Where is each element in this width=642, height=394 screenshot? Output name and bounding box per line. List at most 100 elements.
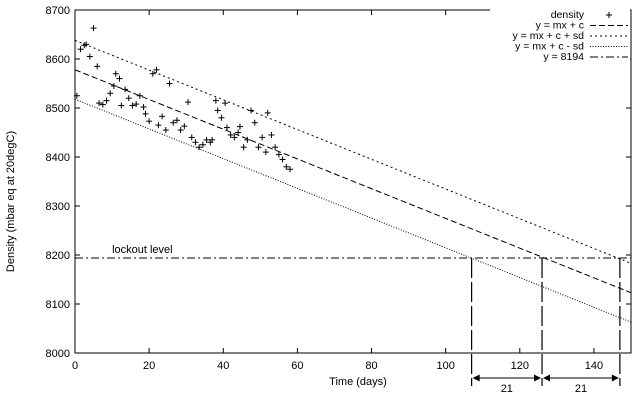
x-tick-label: 140 [585,360,603,372]
interval-arrow: 21 [543,374,619,394]
arrowhead [543,374,551,382]
data-point [146,118,153,125]
data-point [279,156,286,163]
plot-frame [74,9,632,354]
data-point [162,127,169,134]
legend-label: y = 8194 [543,51,584,63]
data-point [77,46,84,53]
data-point [107,90,114,97]
y-tick-label: 8100 [46,299,70,311]
series-layer [73,25,631,323]
data-point [196,144,203,151]
data-point [177,127,184,134]
data-point [159,113,166,120]
data-point [212,97,219,104]
y-tick-label: 8000 [46,348,70,360]
data-point [149,70,156,77]
data-point [264,109,271,116]
data-point [122,86,129,93]
x-tick-label: 60 [291,360,303,372]
arrowhead [472,374,480,382]
data-point [153,66,160,73]
x-tick-label: 120 [511,360,529,372]
data-point [223,124,230,131]
data-point [86,53,93,60]
x-tick-label: 80 [365,360,377,372]
data-point [209,136,216,143]
legend-label: density [551,9,585,21]
series-line-1 [75,69,631,294]
data-point [142,110,149,117]
data-point [136,92,143,99]
x-tick-label: 40 [217,360,229,372]
data-point [236,123,243,130]
data-point [227,131,234,138]
data-point [272,144,279,151]
y-axis-label: Density (mbar eq at 20degC) [5,131,17,272]
data-point [90,25,97,32]
data-point [199,141,206,148]
data-point [116,75,123,82]
data-point [155,122,162,129]
legend-label: y = mx + c + sd [513,30,585,42]
x-tick-label: 100 [436,360,454,372]
y-tick-label: 8400 [46,152,70,164]
data-point [203,136,210,143]
data-point [110,82,117,89]
data-point [259,134,266,141]
data-point [235,129,242,136]
data-point [133,101,140,108]
y-tick-label: 8200 [46,250,70,262]
data-point [99,101,106,108]
data-point [248,107,255,114]
data-point [103,97,110,104]
arrowhead [611,374,619,382]
data-point [268,131,275,138]
y-tick-label: 8600 [46,54,70,66]
interval-label: 21 [501,383,513,394]
legend-label: y = mx + c - sd [515,41,584,53]
y-ticks: 8000 8100 8200 8300 8400 8500 8600 8700 [46,5,631,360]
series-line-3 [75,98,631,323]
data-point [96,100,103,107]
lockout-level-label: lockout level [112,244,173,256]
data-point [192,139,199,146]
annotation-layer: lockout level 21 21 [112,244,621,394]
data-point [214,107,221,114]
data-point [125,95,132,102]
x-ticks: 0 20 40 60 80 100 120 140 [72,10,603,372]
data-point [218,114,225,121]
data-point [94,63,101,70]
data-point [188,134,195,141]
data-point [181,123,188,130]
axes-layer: 0 20 40 60 80 100 120 140 800081008200830084008… [5,5,632,388]
data-point [286,166,293,173]
interval-label: 21 [575,383,587,394]
y-tick-label: 8700 [46,5,70,17]
data-point [283,163,290,170]
data-point [166,80,173,87]
y-tick-label: 8500 [46,103,70,115]
data-point [255,144,262,151]
data-point [262,149,269,156]
data-point [244,136,251,143]
data-point [170,119,177,126]
data-point [118,102,125,109]
arrowhead [534,374,542,382]
data-point [112,70,119,77]
data-point [251,119,258,126]
data-point [240,144,247,151]
data-point [173,117,180,124]
x-tick-label: 20 [143,360,155,372]
x-tick-label: 0 [72,360,78,372]
series-line-2 [75,39,631,264]
legend-label: y = mx + c [536,20,584,32]
interval-arrow: 21 [472,374,542,394]
data-point [129,102,136,109]
y-tick-label: 8300 [46,201,70,213]
data-point [83,41,90,48]
data-point [275,151,282,158]
